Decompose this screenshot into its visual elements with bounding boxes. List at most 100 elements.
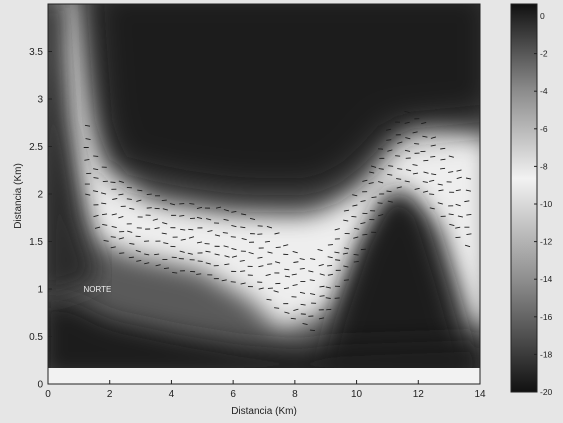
vector-mark <box>248 251 254 255</box>
colorbar-tick-label: -16 <box>540 312 553 322</box>
vector-mark <box>154 253 160 256</box>
dark-hump <box>320 190 470 380</box>
vector-mark <box>85 193 91 196</box>
vector-mark <box>222 232 228 234</box>
x-tick-label: 10 <box>351 389 363 400</box>
vector-mark <box>429 179 435 182</box>
vector-mark <box>128 256 134 259</box>
colorbar <box>510 3 538 393</box>
vector-mark <box>386 139 392 141</box>
y-tick-label: 3 <box>37 95 43 106</box>
vector-mark <box>465 177 472 180</box>
vector-mark <box>274 307 280 309</box>
vector-mark <box>162 208 168 211</box>
vector-mark <box>293 261 299 263</box>
vector-mark <box>437 183 443 186</box>
vector-mark <box>196 216 203 219</box>
vector-mark <box>464 200 470 203</box>
vector-mark <box>293 308 299 312</box>
vector-mark <box>94 226 101 229</box>
x-tick-label: 8 <box>292 389 298 400</box>
colorbar-tick-label: -18 <box>540 349 553 359</box>
annotation-label: NORTE <box>83 285 111 294</box>
colorbar-ticks: 0 -2 -4 -6 -8 -10 -12 -14 -16 -18 -20 <box>534 11 553 397</box>
vector-mark <box>466 214 472 216</box>
vector-mark <box>448 155 454 158</box>
vector-mark <box>240 282 246 285</box>
vector-mark <box>396 186 402 189</box>
vector-mark <box>423 171 429 174</box>
vector-mark <box>334 228 340 231</box>
vector-mark <box>101 202 107 205</box>
vector-mark <box>412 164 418 166</box>
vector-mark <box>397 168 403 170</box>
vector-mark <box>118 237 124 240</box>
vector-mark <box>102 224 108 226</box>
vector-mark <box>126 198 132 200</box>
vector-mark <box>93 214 99 218</box>
vector-mark <box>300 303 306 306</box>
vector-mark <box>440 147 446 150</box>
vector-mark <box>249 217 256 221</box>
vector-mark <box>369 171 375 174</box>
vector-mark <box>118 180 124 183</box>
vector-mark <box>231 210 237 213</box>
colorbar-tick-label: -2 <box>540 49 548 59</box>
vector-mark <box>387 200 393 203</box>
vector-mark <box>325 297 331 299</box>
vector-mark <box>343 265 349 268</box>
vector-mark <box>111 226 117 229</box>
vector-mark <box>146 193 152 196</box>
vector-mark <box>189 203 195 205</box>
vector-mark <box>377 202 383 204</box>
colorbar-tick-label: -12 <box>540 237 553 247</box>
vector-mark <box>230 236 236 238</box>
vector-mark <box>371 196 377 199</box>
vector-mark <box>196 273 202 275</box>
vector-mark <box>334 251 340 254</box>
vector-mark <box>387 173 393 176</box>
vector-mark <box>422 190 429 193</box>
vector-mark <box>163 242 169 245</box>
y-tick-label: 0.5 <box>29 332 43 343</box>
vector-mark <box>224 255 230 258</box>
vector-mark <box>385 128 392 131</box>
vector-mark <box>265 273 271 277</box>
x-axis: 0 2 4 6 8 10 12 14 <box>45 380 486 400</box>
vector-mark <box>284 311 290 314</box>
colorbar-tick-label: -20 <box>540 387 553 397</box>
vector-mark <box>388 165 394 167</box>
vector-mark <box>85 138 91 140</box>
vector-mark <box>327 273 333 276</box>
plot-area <box>48 4 480 384</box>
vector-mark <box>110 236 116 238</box>
x-tick-label: 0 <box>45 389 51 400</box>
vector-mark <box>100 192 107 195</box>
vector-mark <box>325 286 331 289</box>
vector-mark <box>438 189 444 192</box>
vector-mark <box>119 252 125 254</box>
colorbar-tick-label: -4 <box>540 86 548 96</box>
vector-mark <box>343 219 349 222</box>
vector-mark <box>137 189 143 192</box>
vector-mark <box>362 233 368 236</box>
vector-mark <box>214 253 220 256</box>
y-tick-label: 2.5 <box>29 142 43 153</box>
vector-mark <box>292 251 298 254</box>
vector-mark <box>456 176 462 179</box>
vector-mark <box>241 213 247 216</box>
vector-mark <box>431 173 437 176</box>
vector-mark <box>264 240 271 243</box>
vector-mark <box>353 261 359 263</box>
vector-mark <box>231 255 238 258</box>
vector-mark <box>215 206 222 209</box>
y-tick-label: 3.5 <box>29 47 43 58</box>
vector-mark <box>144 262 150 265</box>
vector-mark <box>291 273 297 276</box>
vector-mark <box>302 323 308 326</box>
vector-mark <box>386 190 392 193</box>
vector-mark <box>429 207 435 210</box>
vector-mark <box>327 256 333 259</box>
vector-mark <box>136 199 142 202</box>
